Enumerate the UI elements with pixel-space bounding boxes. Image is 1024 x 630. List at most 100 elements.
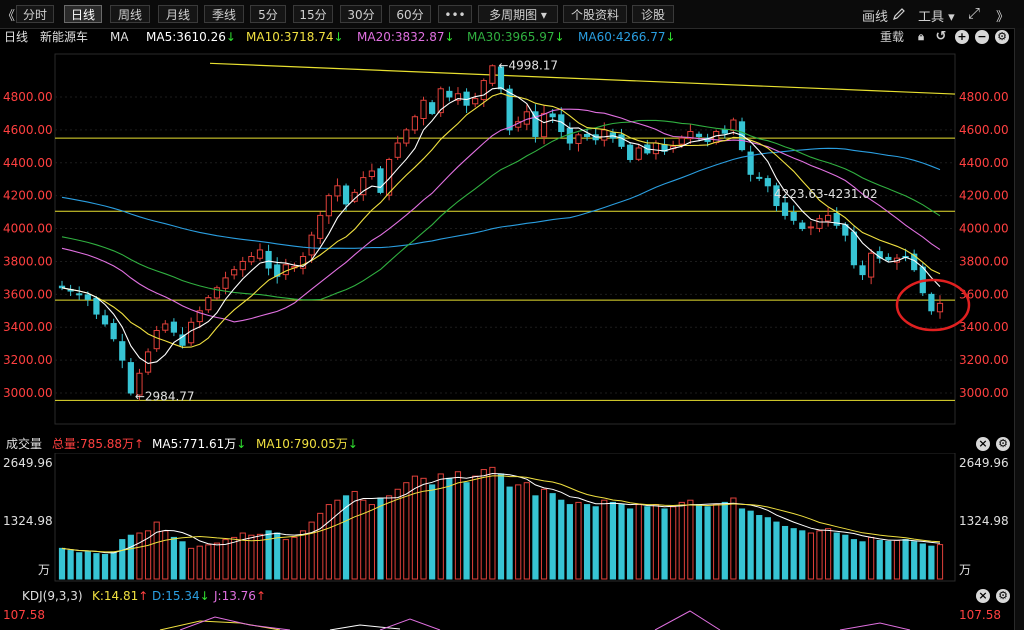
- volume-bar: [188, 547, 195, 580]
- tab-30min[interactable]: 30分: [340, 5, 382, 23]
- collapse-right-icon[interactable]: 》: [996, 10, 1010, 25]
- kdj-bg: [0, 605, 1014, 630]
- volume-bar: [876, 539, 883, 580]
- y-tick-left: 3400.00: [3, 320, 53, 334]
- kdj-tick-right: 107.58: [959, 608, 1001, 622]
- candle-body: [256, 249, 264, 259]
- volume-ma5: MA5:771.61万↓: [152, 437, 247, 451]
- volume-bar: [583, 504, 591, 580]
- ma60-value: MA60:4266.77↓: [578, 30, 676, 44]
- tab-weekly[interactable]: 周线: [110, 5, 150, 23]
- tab-5min[interactable]: 5分: [250, 5, 286, 23]
- y-tick-right: 4000.00: [959, 222, 1009, 236]
- side-panel-strip: [1014, 28, 1024, 630]
- kdj-settings-icon[interactable]: ⚙: [996, 589, 1010, 603]
- volume-bar: [747, 510, 754, 580]
- kdj-curve: [839, 622, 911, 630]
- ma-info-bar: 日线 新能源车 MA MA5:3610.26↓ MA10:3718.74↓ MA…: [0, 28, 1014, 46]
- volume-settings-icon[interactable]: ⚙: [996, 437, 1010, 451]
- kdj-label: KDJ(9,3,3): [22, 589, 83, 603]
- candle-body: [231, 269, 238, 276]
- y-tick-left: 4000.00: [3, 222, 53, 236]
- volume-bar: [377, 497, 384, 580]
- candle-body: [385, 158, 393, 196]
- tab-60min[interactable]: 60分: [389, 5, 431, 23]
- volume-bar: [738, 508, 746, 580]
- volume-bar: [911, 541, 918, 580]
- draw-line-button[interactable]: 画线: [862, 10, 889, 25]
- y-tick-left: 3000.00: [3, 386, 53, 400]
- candle-body: [859, 265, 866, 276]
- volume-chart[interactable]: 2649.96 2649.96 1324.98 1324.98 万 万: [0, 453, 1014, 585]
- y-tick-right: 3000.00: [959, 386, 1009, 400]
- diagnose-button[interactable]: 诊股: [632, 5, 674, 23]
- volume-bar: [859, 541, 866, 580]
- ma5-line: [61, 87, 941, 364]
- volume-bar: [291, 536, 298, 580]
- lock-icon[interactable]: 🔒︎: [918, 30, 924, 43]
- restore-button[interactable]: 重载: [880, 30, 905, 44]
- tools-menu[interactable]: 工具 ▾: [918, 10, 955, 25]
- volume-header: 成交量 总量:785.88万↑ MA5:771.61万↓ MA10:790.05…: [0, 435, 1014, 453]
- volume-bar: [429, 484, 436, 580]
- candle-body: [76, 293, 83, 296]
- ma5-value: MA5:3610.26↓: [146, 30, 236, 44]
- ma10-line: [61, 92, 941, 348]
- expand-icon[interactable]: ⤢: [968, 4, 981, 22]
- tab-monthly[interactable]: 月线: [158, 5, 198, 23]
- close-kdj-icon[interactable]: ×: [976, 589, 990, 603]
- volume-bar: [618, 504, 625, 580]
- volume-bar: [919, 543, 926, 580]
- ma-label[interactable]: MA: [110, 30, 129, 44]
- volume-bar: [93, 553, 100, 580]
- pencil-icon[interactable]: [892, 7, 905, 20]
- volume-bar: [592, 506, 599, 580]
- candle-body: [764, 178, 771, 187]
- kdj-chart[interactable]: 107.58 107.58: [0, 605, 1014, 630]
- y-tick-right: 4800.00: [959, 90, 1009, 104]
- volume-bar: [334, 499, 341, 580]
- more-periods-button[interactable]: •••: [438, 5, 472, 23]
- candle-body: [222, 277, 229, 289]
- volume-bar: [704, 506, 711, 580]
- volume-bar: [170, 536, 178, 580]
- undo-icon[interactable]: ↺: [935, 29, 947, 44]
- volume-bar: [928, 545, 935, 580]
- volume-bar: [489, 466, 496, 580]
- collapse-left-icon[interactable]: 《: [2, 9, 16, 24]
- y-tick-left: 4600.00: [3, 123, 53, 137]
- candle-body: [342, 185, 350, 205]
- volume-bar: [695, 504, 703, 580]
- volume-bar: [256, 533, 264, 580]
- vol-ma5-line: [61, 472, 941, 554]
- tab-daily[interactable]: 日线: [64, 5, 102, 23]
- remove-icon[interactable]: −: [975, 30, 989, 44]
- volume-frame: [54, 453, 956, 582]
- add-icon[interactable]: +: [955, 30, 969, 44]
- tab-15min[interactable]: 15分: [293, 5, 333, 23]
- candle-body: [713, 131, 720, 144]
- volume-bar: [325, 504, 332, 580]
- y-tick-left: 4400.00: [3, 156, 53, 170]
- candle-body: [850, 231, 858, 266]
- candle-body: [308, 234, 315, 256]
- ma20-value: MA20:3832.87↓: [357, 30, 455, 44]
- volume-bar: [179, 541, 186, 580]
- stock-profile-button[interactable]: 个股资料: [563, 5, 627, 23]
- volume-bar: [661, 508, 668, 580]
- settings-icon[interactable]: ⚙: [995, 30, 1009, 44]
- candle-body: [437, 88, 444, 114]
- close-volume-icon[interactable]: ×: [976, 437, 990, 451]
- volume-bar: [231, 536, 238, 580]
- multi-period-dropdown[interactable]: 多周期图 ▾: [478, 5, 558, 23]
- volume-bar: [687, 499, 694, 580]
- candle-body: [101, 315, 109, 325]
- candle-body: [936, 302, 944, 313]
- volume-bar: [213, 542, 221, 580]
- y-tick-left: 4800.00: [3, 90, 53, 104]
- ma10-value: MA10:3718.74↓: [246, 30, 344, 44]
- y-tick-right: 4200.00: [959, 189, 1009, 203]
- tab-minute[interactable]: 分时: [16, 5, 54, 23]
- candlestick-chart[interactable]: 4800.00 4800.00 4600.00 4600.00 4400.00 4400.…: [0, 46, 1014, 432]
- tab-quarterly[interactable]: 季线: [204, 5, 244, 23]
